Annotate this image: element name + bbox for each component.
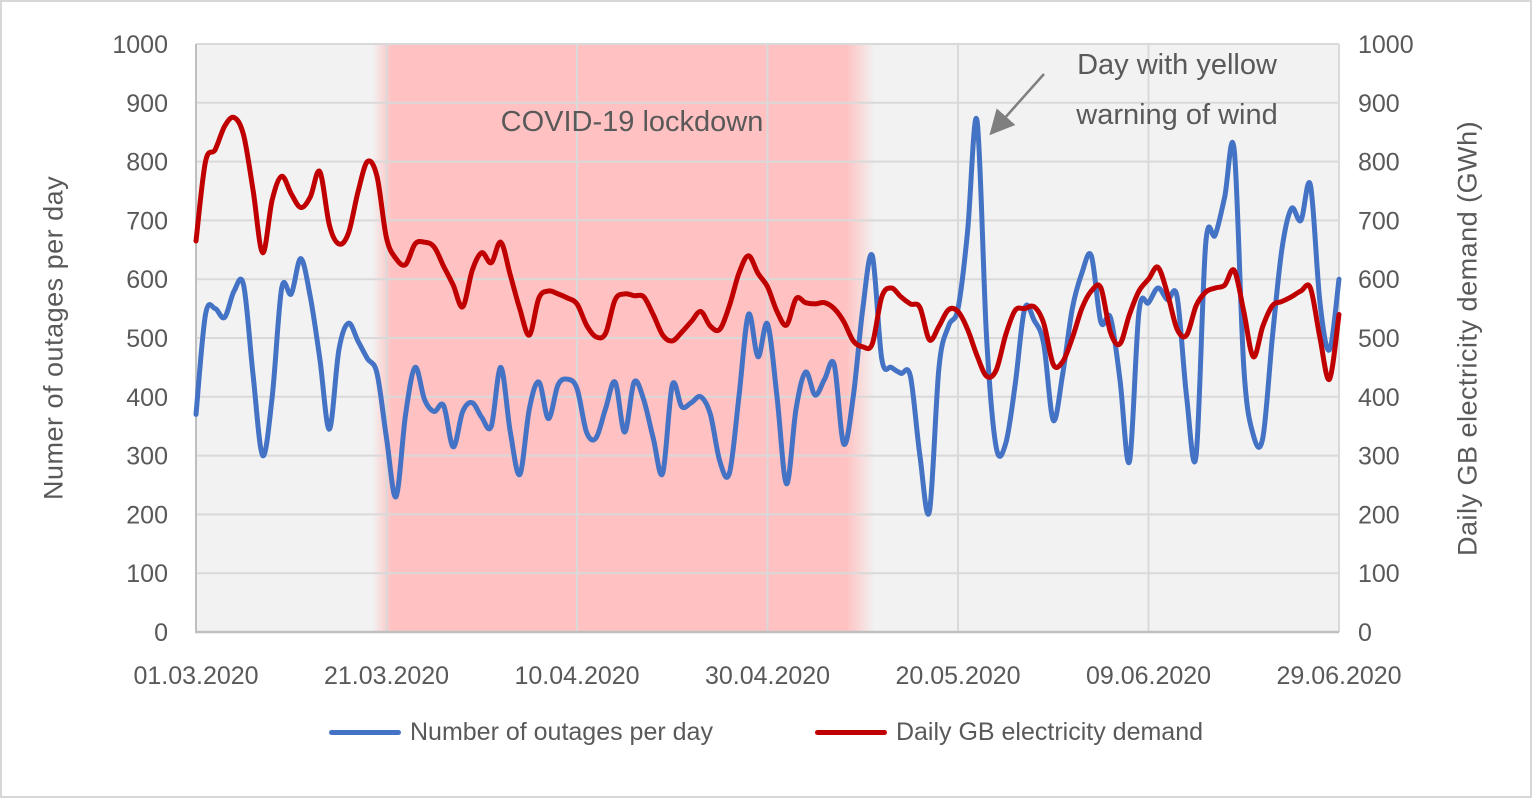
y-tick-label-right: 1000 — [1358, 31, 1414, 59]
x-tick-label: 20.05.2020 — [895, 662, 1020, 690]
y-tick-label-left: 600 — [126, 266, 168, 294]
y-tick-label-right: 400 — [1358, 384, 1400, 412]
legend: Number of outages per day Daily GB elect… — [2, 718, 1530, 747]
x-tick-label: 10.04.2020 — [514, 662, 639, 690]
y-tick-label-left: 800 — [126, 149, 168, 177]
y-tick-label-left: 400 — [126, 384, 168, 412]
legend-item-demand: Daily GB electricity demand — [814, 718, 1204, 747]
y-tick-label-right: 700 — [1358, 207, 1400, 235]
legend-label-demand: Daily GB electricity demand — [895, 718, 1204, 746]
series-line-demand — [193, 114, 1342, 382]
legend-item-outages: Number of outages per day — [328, 718, 713, 747]
y-tick-label-right: 100 — [1358, 560, 1400, 588]
x-tick-label: 30.04.2020 — [705, 662, 830, 690]
y-tick-label-left: 1000 — [112, 31, 168, 59]
y-tick-label-right: 600 — [1358, 266, 1400, 294]
y-tick-label-right: 800 — [1358, 149, 1400, 177]
legend-label-outages: Number of outages per day — [409, 718, 713, 746]
annotation-text: Day with yellow warning of wind — [1076, 49, 1278, 131]
y-tick-label-left: 700 — [126, 207, 168, 235]
y-tick-label-left: 200 — [126, 501, 168, 529]
left-axis-title: Numer of outages per day — [38, 175, 69, 501]
y-tick-label-right: 900 — [1358, 90, 1400, 118]
y-tick-label-right: 0 — [1358, 619, 1372, 647]
y-tick-label-left: 0 — [154, 619, 168, 647]
x-tick-label: 21.03.2020 — [324, 662, 449, 690]
legend-line-swatch-blue — [328, 730, 401, 735]
y-tick-label-left: 900 — [126, 90, 168, 118]
lockdown-band-label: COVID-19 lockdown — [500, 106, 764, 138]
annotation-arrow — [989, 73, 1045, 136]
x-tick-label: 01.03.2020 — [133, 662, 258, 690]
y-tick-label-right: 200 — [1358, 501, 1400, 529]
y-tick-label-left: 300 — [126, 443, 168, 471]
x-tick-label: 09.06.2020 — [1086, 662, 1211, 690]
y-tick-label-left: 500 — [126, 325, 168, 353]
y-tick-label-left: 100 — [126, 560, 168, 588]
right-axis-title: Daily GB electricity demand (GWh) — [1452, 120, 1483, 556]
x-tick-label: 29.06.2020 — [1276, 662, 1401, 690]
y-tick-label-right: 500 — [1358, 325, 1400, 353]
legend-line-swatch-red — [814, 730, 887, 735]
y-tick-label-right: 300 — [1358, 443, 1400, 471]
